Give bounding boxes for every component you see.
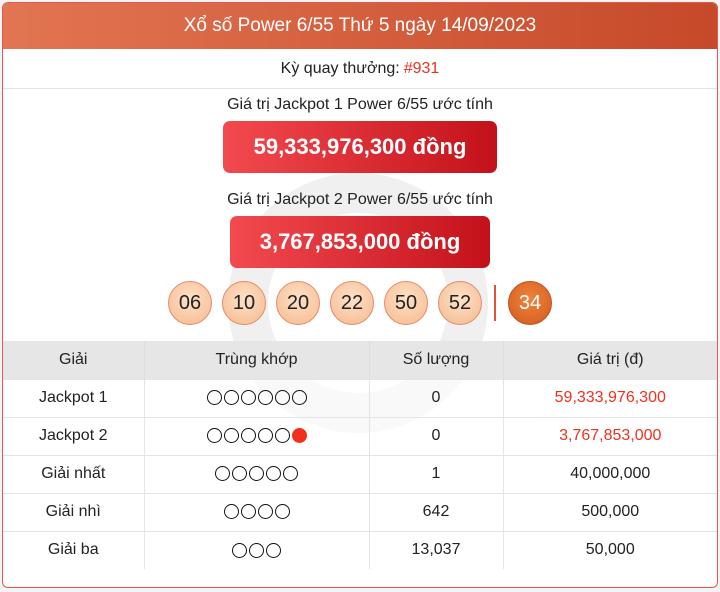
match-indicator: [144, 416, 370, 455]
prize-table: Giải Trùng khớp Số lượng Giá trị (đ) Jac…: [3, 341, 717, 569]
col-count: Số lượng: [369, 341, 504, 379]
draw-number: #931: [403, 59, 440, 77]
prize-name: Giải ba: [3, 530, 145, 569]
match-indicator: [144, 492, 370, 531]
winning-numbers: 06 10 20 22 50 52 34: [3, 281, 717, 325]
match-circle-icon: [291, 390, 307, 406]
prize-name: Jackpot 2: [3, 416, 145, 455]
page-title: Xổ số Power 6/55 Thứ 5 ngày 14/09/2023: [3, 3, 717, 49]
number-ball: 20: [276, 281, 320, 325]
match-indicator: [144, 530, 370, 569]
prize-name: Giải nhì: [3, 492, 145, 531]
match-circle-icon: [223, 390, 239, 406]
match-circle-icon: [274, 428, 290, 444]
match-circle-icon: [240, 428, 256, 444]
jackpot2-label: Giá trị Jackpot 2 Power 6/55 ước tính: [227, 191, 493, 208]
jackpot2-value: 3,767,853,000 đồng: [230, 216, 490, 268]
jackpot1-value: 59,333,976,300 đồng: [223, 121, 497, 173]
match-indicator: [144, 378, 370, 417]
col-match: Trùng khớp: [144, 341, 370, 379]
match-circle-icon: [266, 466, 281, 482]
prize-name: Jackpot 1: [3, 378, 145, 417]
prize-value: 59,333,976,300: [503, 378, 717, 417]
match-circle-icon: [274, 504, 290, 520]
draw-label: Kỳ quay thưởng:: [280, 59, 400, 77]
match-circle-icon: [257, 390, 273, 406]
special-match-dot-icon: [291, 428, 307, 444]
number-ball: 06: [168, 281, 212, 325]
match-circle-icon: [240, 390, 256, 406]
match-circle-icon: [215, 466, 230, 482]
match-circle-icon: [232, 542, 247, 558]
match-indicator: [144, 454, 370, 493]
prize-value: 500,000: [503, 492, 717, 531]
match-circle-icon: [257, 504, 273, 520]
prize-value: 40,000,000: [503, 454, 717, 493]
number-ball: 22: [330, 281, 374, 325]
jackpot1-label: Giá trị Jackpot 1 Power 6/55 ước tính: [227, 96, 493, 113]
prize-name: Giải nhất: [3, 454, 145, 493]
match-circle-icon: [240, 504, 256, 520]
prize-value: 3,767,853,000: [503, 416, 717, 455]
prize-value: 50,000: [503, 530, 717, 569]
winner-count: 0: [369, 378, 504, 417]
number-ball: 50: [384, 281, 428, 325]
winner-count: 13,037: [369, 530, 504, 569]
match-circle-icon: [266, 542, 281, 558]
winner-count: 1: [369, 454, 504, 493]
match-circle-icon: [274, 390, 290, 406]
match-circle-icon: [206, 390, 222, 406]
table-row: Giải nhì 642 500,000: [3, 492, 717, 531]
table-row: Jackpot 1 0 59,333,976,300: [3, 378, 717, 417]
col-value: Giá trị (đ): [503, 341, 717, 379]
match-circle-icon: [206, 428, 222, 444]
separator: [494, 285, 496, 321]
number-ball: 52: [438, 281, 482, 325]
match-circle-icon: [249, 466, 264, 482]
winner-count: 0: [369, 416, 504, 455]
table-row: Giải ba 13,037 50,000: [3, 530, 717, 569]
winner-count: 642: [369, 492, 504, 531]
table-row: Giải nhất 1 40,000,000: [3, 454, 717, 493]
match-circle-icon: [283, 466, 298, 482]
draw-number-row: Kỳ quay thưởng: #931: [3, 49, 717, 89]
match-circle-icon: [257, 428, 273, 444]
match-circle-icon: [249, 542, 264, 558]
match-circle-icon: [232, 466, 247, 482]
col-prize: Giải: [3, 341, 145, 379]
number-ball: 10: [222, 281, 266, 325]
special-ball: 34: [508, 281, 552, 325]
table-row: Jackpot 2 0 3,767,853,000: [3, 416, 717, 455]
match-circle-icon: [223, 428, 239, 444]
match-circle-icon: [223, 504, 239, 520]
